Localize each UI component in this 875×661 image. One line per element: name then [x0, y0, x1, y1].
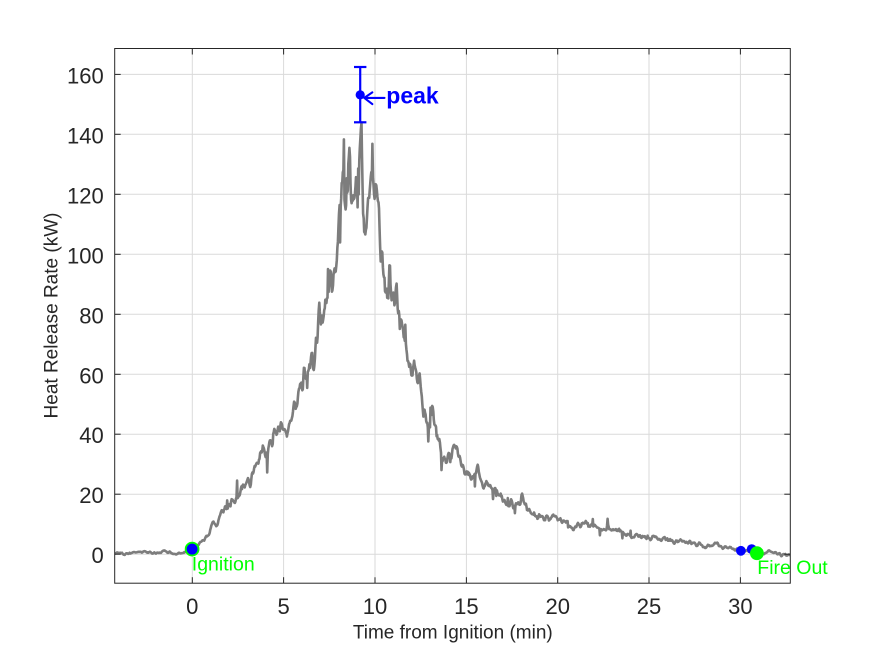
svg-text:0: 0 — [186, 594, 198, 619]
svg-text:25: 25 — [637, 594, 661, 619]
svg-text:80: 80 — [79, 303, 103, 328]
svg-text:10: 10 — [363, 594, 387, 619]
svg-text:Heat Release Rate (kW): Heat Release Rate (kW) — [42, 213, 63, 419]
svg-text:Fire Out: Fire Out — [757, 557, 828, 579]
svg-text:30: 30 — [728, 594, 752, 619]
svg-text:40: 40 — [79, 423, 103, 448]
svg-text:15: 15 — [454, 594, 478, 619]
svg-text:100: 100 — [67, 243, 104, 268]
svg-text:140: 140 — [67, 123, 104, 148]
svg-text:0: 0 — [91, 543, 103, 568]
svg-text:Time from Ignition (min): Time from Ignition (min) — [353, 623, 553, 644]
svg-text:20: 20 — [545, 594, 569, 619]
svg-text:peak: peak — [386, 82, 439, 108]
svg-text:5: 5 — [277, 594, 289, 619]
svg-text:160: 160 — [67, 63, 104, 88]
svg-text:120: 120 — [67, 183, 104, 208]
svg-text:20: 20 — [79, 483, 103, 508]
svg-text:Ignition: Ignition — [192, 553, 255, 575]
svg-text:60: 60 — [79, 363, 103, 388]
